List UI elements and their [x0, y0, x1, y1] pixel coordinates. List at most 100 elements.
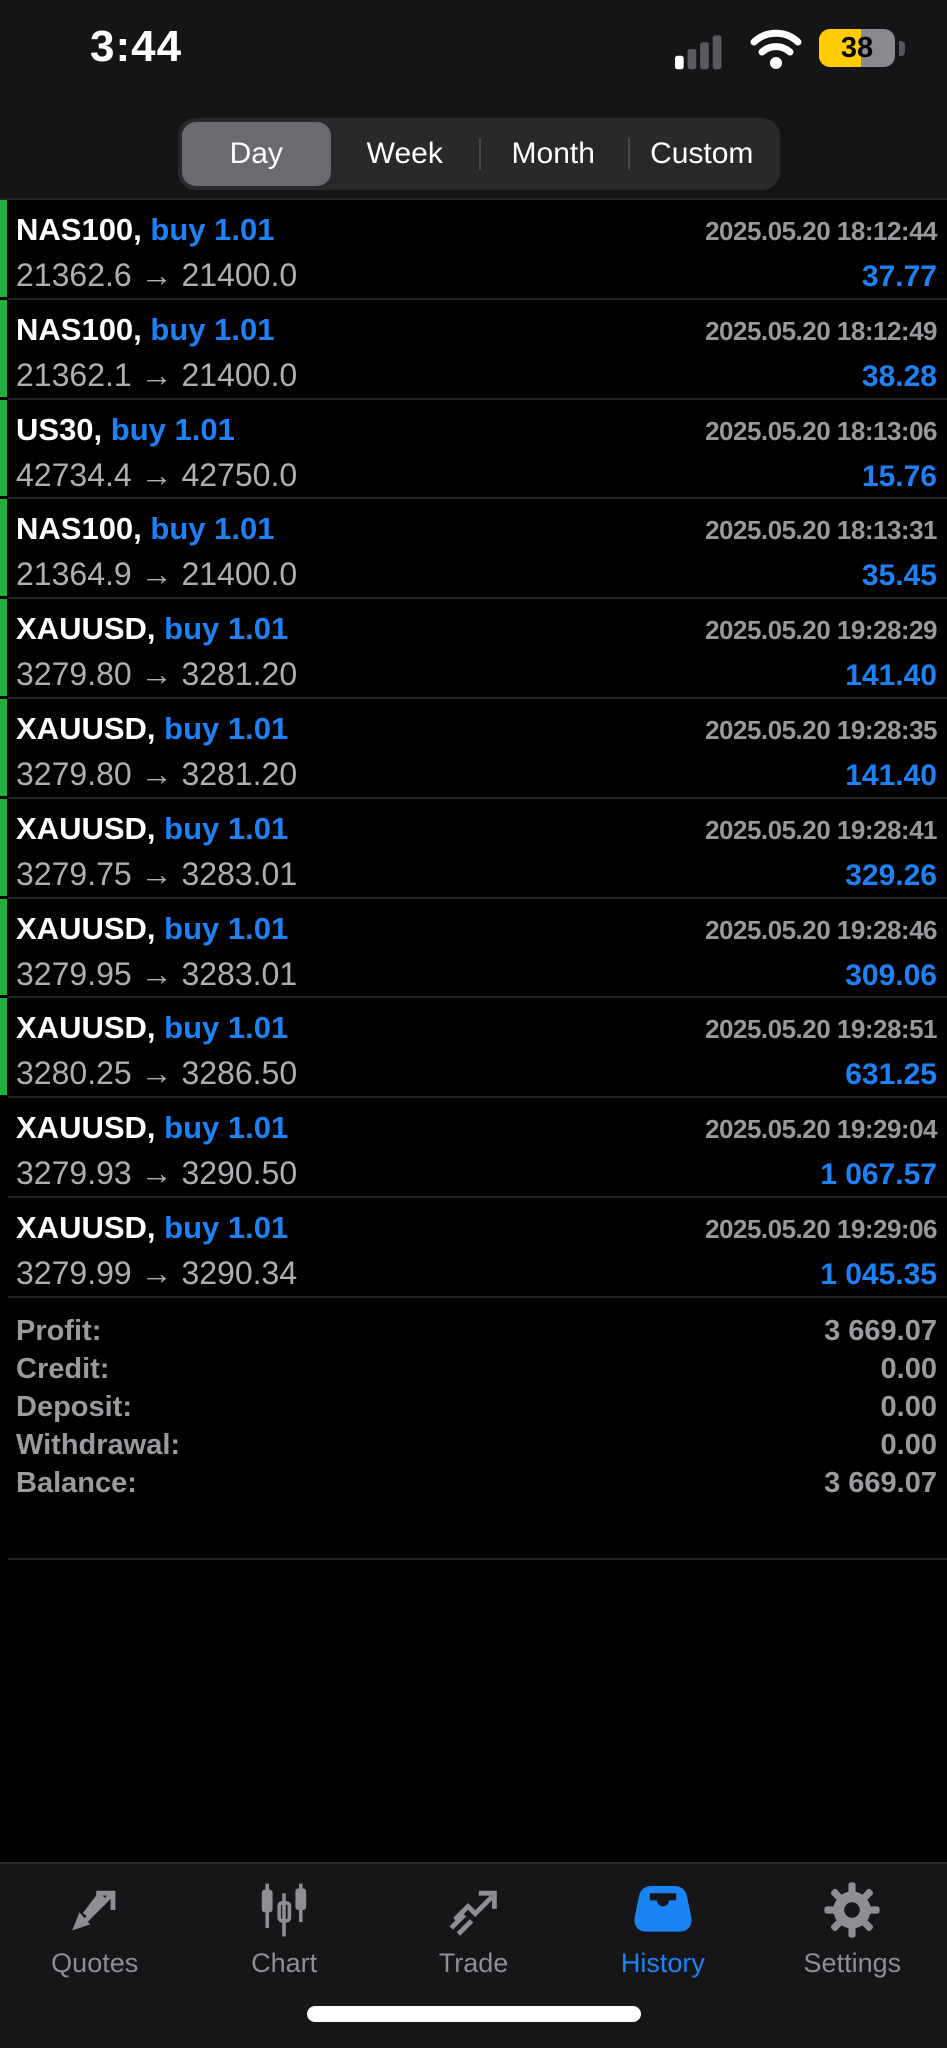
- symbol-name: XAUUSD,: [16, 710, 156, 746]
- deal-profit: 309.06: [845, 958, 937, 992]
- close-price: 3281.20: [181, 656, 298, 693]
- summary-row: Withdrawal: 0.00: [16, 1426, 937, 1464]
- summary-label: Deposit:: [16, 1391, 132, 1423]
- wifi-icon: [750, 29, 802, 69]
- deal-side: buy 1.01: [150, 511, 275, 547]
- open-price: 3279.99: [16, 1254, 132, 1291]
- tab-settings[interactable]: Settings: [758, 1864, 947, 2048]
- deal-prices: 3279.75 → 3283.01: [16, 856, 297, 893]
- battery-nub: [899, 40, 905, 56]
- deal-title: XAUUSD, buy 1.01: [16, 811, 288, 847]
- chart-icon: [261, 1883, 307, 1937]
- deal-side: buy 1.01: [164, 710, 289, 746]
- summary-label: Balance:: [16, 1467, 137, 1499]
- history-row[interactable]: XAUUSD, buy 1.01 2025.05.20 19:28:46 327…: [0, 898, 947, 999]
- summary-row: Profit: 3 669.07: [16, 1312, 937, 1350]
- close-price: 42750.0: [181, 456, 298, 493]
- deal-prices: 3280.25 → 3286.50: [16, 1055, 297, 1092]
- home-indicator[interactable]: [306, 2006, 641, 2022]
- deal-datetime: 2025.05.20 19:28:41: [705, 814, 937, 845]
- history-row[interactable]: XAUUSD, buy 1.01 2025.05.20 19:29:04 327…: [0, 1098, 947, 1198]
- segment-week[interactable]: Week: [366, 137, 443, 170]
- deal-side: buy 1.01: [110, 411, 235, 447]
- deal-title: XAUUSD, buy 1.01: [16, 911, 288, 947]
- deal-profit: 329.26: [845, 858, 937, 892]
- deal-datetime: 2025.05.20 19:29:06: [705, 1213, 937, 1244]
- segment-custom[interactable]: Custom: [627, 122, 777, 186]
- segment-day[interactable]: Day: [182, 122, 331, 186]
- summary-row: Balance: 3 669.07: [16, 1464, 937, 1502]
- symbol-name: XAUUSD,: [16, 611, 156, 647]
- tab-history[interactable]: History: [568, 1864, 757, 2048]
- deal-prices: 21362.6 → 21400.0: [16, 257, 297, 294]
- deal-side: buy 1.01: [164, 910, 289, 946]
- symbol-name: NAS100,: [16, 311, 142, 347]
- arrow-right-icon: →: [140, 356, 173, 393]
- symbol-name: US30,: [16, 411, 103, 447]
- history-row[interactable]: NAS100, buy 1.01 2025.05.20 18:12:49 213…: [0, 299, 947, 400]
- battery-icon: 38: [819, 29, 895, 67]
- arrow-right-icon: →: [140, 1055, 173, 1092]
- arrow-right-icon: →: [140, 456, 173, 493]
- bottom-tab-bar: Quotes Chart Trade: [0, 1862, 947, 2048]
- history-row[interactable]: XAUUSD, buy 1.01 2025.05.20 19:28:41 327…: [0, 798, 947, 899]
- close-price: 21400.0: [181, 257, 298, 293]
- period-segmented-control: Day Week Month Custom: [178, 118, 780, 190]
- close-price: 21400.0: [181, 556, 298, 593]
- arrow-right-icon: →: [140, 1254, 173, 1291]
- segment-month[interactable]: Month: [479, 122, 628, 186]
- deal-title: US30, buy 1.01: [16, 412, 235, 448]
- history-row[interactable]: XAUUSD, buy 1.01 2025.05.20 19:28:29 327…: [0, 599, 947, 699]
- history-row[interactable]: US30, buy 1.01 2025.05.20 18:13:06 42734…: [0, 399, 947, 500]
- deal-side: buy 1.01: [164, 1110, 289, 1146]
- history-row[interactable]: XAUUSD, buy 1.01 2025.05.20 19:28:51 328…: [0, 998, 947, 1098]
- deal-prices: 3279.93 → 3290.50: [16, 1155, 297, 1192]
- deal-profit: 35.45: [861, 559, 937, 593]
- tab-quotes[interactable]: Quotes: [0, 1864, 189, 2048]
- summary-row: Deposit: 0.00: [16, 1388, 937, 1426]
- history-row[interactable]: XAUUSD, buy 1.01 2025.05.20 19:28:35 327…: [0, 698, 947, 799]
- deal-side: buy 1.01: [150, 311, 275, 347]
- open-price: 21362.1: [16, 356, 132, 393]
- cellular-signal-icon: [675, 35, 722, 70]
- deal-prices: 3279.99 → 3290.34: [16, 1255, 297, 1292]
- arrow-right-icon: →: [140, 556, 173, 593]
- deal-prices: 21364.9 → 21400.0: [16, 556, 297, 593]
- tab-trade[interactable]: Trade: [379, 1864, 568, 2048]
- history-row[interactable]: XAUUSD, buy 1.01 2025.05.20 19:29:06 327…: [0, 1198, 947, 1298]
- deal-profit: 141.40: [845, 659, 937, 693]
- deal-side: buy 1.01: [164, 1010, 289, 1046]
- history-row[interactable]: NAS100, buy 1.01 2025.05.20 18:13:31 213…: [0, 499, 947, 599]
- arrow-right-icon: →: [140, 855, 173, 892]
- tab-label: Settings: [803, 1948, 902, 1978]
- status-icons: 38: [675, 26, 905, 70]
- history-icon: [634, 1886, 692, 1932]
- deal-datetime: 2025.05.20 18:12:44: [705, 216, 937, 246]
- clock-text: 3:44: [90, 22, 183, 71]
- deal-datetime: 2025.05.20 19:28:35: [705, 714, 937, 745]
- tab-label: History: [620, 1948, 705, 1978]
- summary-label: Credit:: [16, 1353, 110, 1385]
- summary-value: 0.00: [880, 1353, 937, 1385]
- summary-label: Withdrawal:: [16, 1429, 181, 1461]
- deal-datetime: 2025.05.20 19:28:51: [705, 1014, 937, 1045]
- deal-prices: 3279.95 → 3283.01: [16, 956, 297, 993]
- history-list: NAS100, buy 1.01 2025.05.20 18:12:44 213…: [0, 198, 947, 1298]
- deal-title: XAUUSD, buy 1.01: [16, 1210, 288, 1246]
- status-bar: 3:44 38: [0, 22, 947, 71]
- deal-profit: 1 045.35: [820, 1257, 937, 1291]
- deal-profit: 38.28: [861, 359, 937, 393]
- symbol-name: NAS100,: [16, 212, 142, 247]
- history-row[interactable]: NAS100, buy 1.01 2025.05.20 18:12:44 213…: [0, 200, 947, 300]
- arrow-right-icon: →: [140, 955, 173, 992]
- deal-profit: 37.77: [861, 260, 937, 293]
- open-price: 3279.95: [16, 955, 132, 992]
- tab-chart[interactable]: Chart: [189, 1864, 378, 2048]
- close-price: 3283.01: [181, 955, 298, 992]
- tab-label: Chart: [251, 1948, 318, 1978]
- deal-datetime: 2025.05.20 19:28:46: [705, 914, 937, 945]
- arrow-right-icon: →: [140, 257, 173, 293]
- deal-datetime: 2025.05.20 18:13:06: [705, 415, 937, 446]
- summary-row: Credit: 0.00: [16, 1350, 937, 1388]
